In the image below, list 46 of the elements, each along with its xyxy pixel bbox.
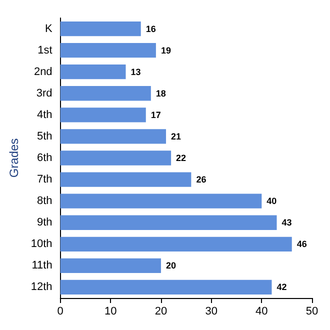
bar <box>60 64 126 80</box>
y-tick-label: K <box>44 22 53 35</box>
bar <box>60 215 277 230</box>
y-tick-label: 3rd <box>36 87 52 100</box>
x-tick-label: 10 <box>104 306 117 318</box>
y-tick-label: 2nd <box>34 66 52 78</box>
y-tick-label: 8th <box>37 195 52 208</box>
data-label: 17 <box>150 110 161 120</box>
y-tick-label: 4th <box>37 108 52 121</box>
y-tick-label: 11th <box>32 260 52 272</box>
data-label: 16 <box>146 24 156 34</box>
data-label: 21 <box>171 131 182 142</box>
bar <box>60 258 161 274</box>
data-label: 13 <box>130 66 141 77</box>
bar <box>60 108 146 122</box>
x-tick-label: 50 <box>306 306 318 318</box>
y-tick-label: 5th <box>37 130 52 142</box>
x-tick-label: 30 <box>205 306 218 318</box>
data-label: 26 <box>196 174 206 185</box>
bar <box>60 129 166 144</box>
y-tick-label: 7th <box>37 174 52 186</box>
data-label: 43 <box>282 218 292 228</box>
data-label: 42 <box>276 282 287 292</box>
bar <box>60 194 262 208</box>
bar <box>60 42 156 58</box>
bar <box>60 172 192 187</box>
y-tick-label: 1st <box>38 44 52 56</box>
data-label: 20 <box>166 260 176 271</box>
y-tick-label: 12th <box>30 281 52 294</box>
x-tick-label: 40 <box>256 306 268 318</box>
data-label: 40 <box>266 196 277 206</box>
y-tick-label: 6th <box>37 152 52 164</box>
bar <box>60 86 151 101</box>
y-tick-label: 10th <box>30 238 52 250</box>
data-label: 46 <box>296 239 307 250</box>
bar <box>60 150 172 166</box>
x-tick-label: 0 <box>57 306 64 318</box>
y-tick-label: 9th <box>37 216 52 229</box>
data-label: 18 <box>156 88 166 98</box>
bar <box>60 236 292 252</box>
y-axis-title: Grades <box>7 138 21 178</box>
x-tick-label: 20 <box>154 306 168 318</box>
data-label: 19 <box>160 45 171 56</box>
bar <box>60 280 272 295</box>
data-label: 22 <box>176 153 186 163</box>
bar <box>60 21 141 36</box>
